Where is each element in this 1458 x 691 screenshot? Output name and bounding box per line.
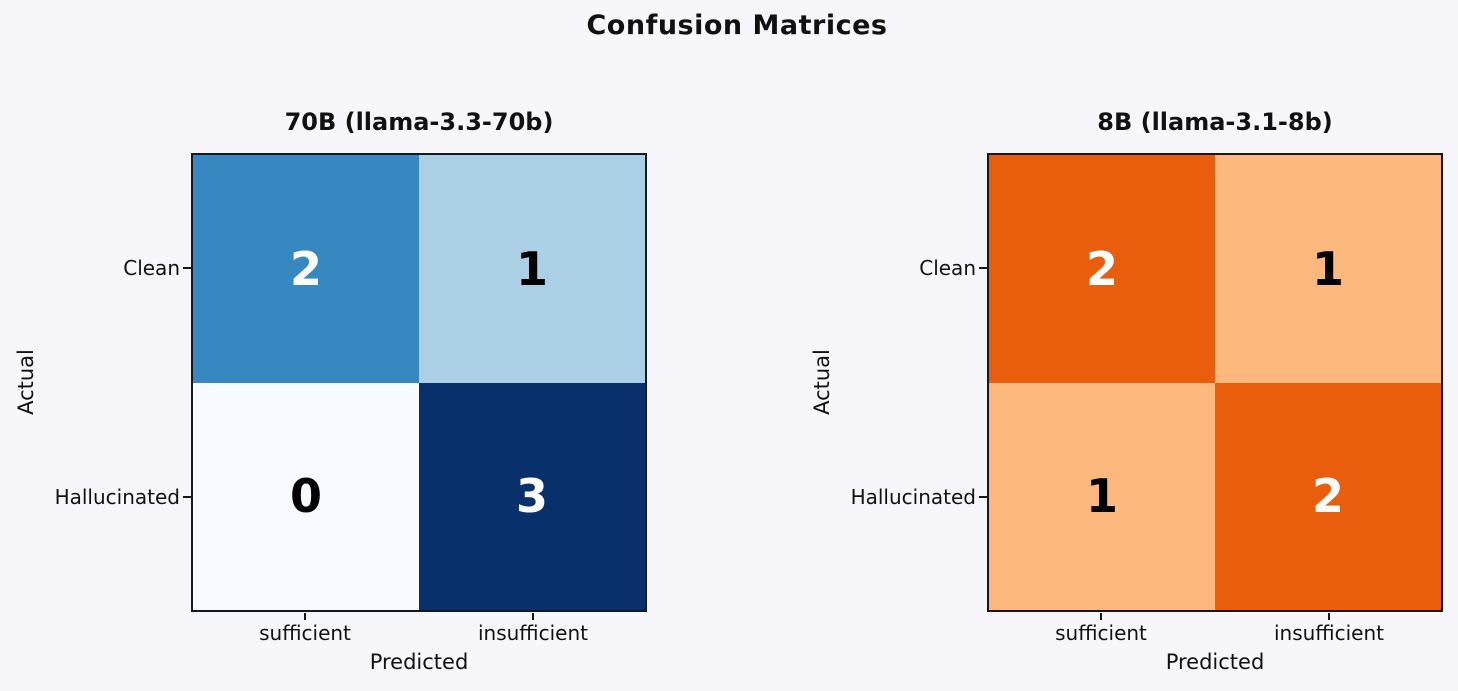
xtick-sufficient-70b: sufficient <box>259 621 351 645</box>
heatmap-cell: 3 <box>419 382 645 610</box>
figure-title: Confusion Matrices <box>586 10 888 41</box>
ytick-hallucinated-70b: Hallucinated <box>54 485 180 509</box>
y-tick-mark <box>979 267 987 269</box>
y-axis-label-70b: Actual <box>14 349 38 415</box>
heatmap-cell: 1 <box>1215 155 1441 383</box>
y-tick-mark <box>979 496 987 498</box>
ytick-hallucinated-8b: Hallucinated <box>850 485 976 509</box>
x-tick-mark <box>1328 613 1330 620</box>
heatmap-cell: 1 <box>989 382 1215 610</box>
y-tick-mark <box>183 267 191 269</box>
xtick-insufficient-8b: insufficient <box>1273 621 1385 645</box>
ytick-clean-70b: Clean <box>123 256 180 280</box>
y-tick-mark <box>183 496 191 498</box>
subplot-title-70b: 70B (llama-3.3-70b) <box>284 108 554 136</box>
heatmap-cell: 2 <box>989 155 1215 383</box>
x-tick-mark <box>1100 613 1102 620</box>
y-axis-label-8b: Actual <box>810 349 834 415</box>
heatmap-cell: 1 <box>419 155 645 383</box>
x-tick-mark <box>532 613 534 620</box>
subplot-title-8b: 8B (llama-3.1-8b) <box>1097 108 1333 136</box>
x-axis-label-70b: Predicted <box>369 650 469 674</box>
xtick-sufficient-8b: sufficient <box>1055 621 1147 645</box>
heatmap-cell: 0 <box>193 382 419 610</box>
heatmap-cell: 2 <box>1215 382 1441 610</box>
x-axis-label-8b: Predicted <box>1165 650 1265 674</box>
heatmap-cell: 2 <box>193 155 419 383</box>
xtick-insufficient-70b: insufficient <box>477 621 589 645</box>
ytick-clean-8b: Clean <box>919 256 976 280</box>
x-tick-mark <box>304 613 306 620</box>
